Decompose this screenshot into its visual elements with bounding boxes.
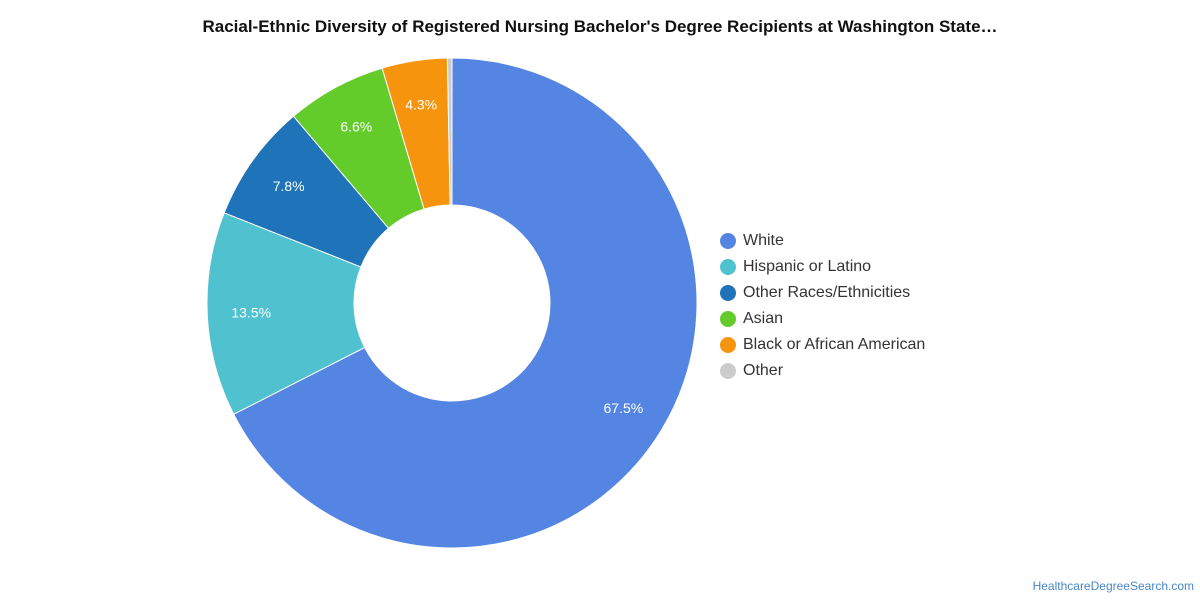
- slice-label-asian: 6.6%: [340, 118, 372, 134]
- legend-label: Other: [743, 362, 784, 379]
- legend-item-hispanic-or-latino[interactable]: Hispanic or Latino: [720, 254, 925, 280]
- legend-label: Black or African American: [743, 336, 926, 353]
- legend-label: Other Races/Ethnicities: [743, 284, 911, 301]
- slice-label-black-or-african-american: 4.3%: [405, 96, 437, 112]
- legend-swatch-icon: [720, 259, 736, 275]
- legend-item-asian[interactable]: Asian: [720, 306, 925, 332]
- slice-label-other-races-ethnicities: 7.8%: [273, 178, 305, 194]
- slice-hispanic-or-latino[interactable]: [206, 212, 366, 415]
- legend-item-white[interactable]: White: [720, 228, 925, 254]
- legend-label: Asian: [743, 310, 784, 327]
- legend-item-black-or-african-american[interactable]: Black or African American: [720, 332, 925, 358]
- legend-swatch-icon: [720, 311, 736, 327]
- legend-swatch-icon: [720, 363, 736, 379]
- slice-label-hispanic-or-latino: 13.5%: [231, 304, 271, 320]
- donut-slices: [206, 57, 698, 549]
- chart-legend: White Hispanic or Latino Other Races/Ethni…: [720, 228, 925, 384]
- donut-slice-labels: 67.5% 13.5% 7.8% 6.6% 4.3%: [231, 96, 643, 416]
- legend-swatch-icon: [720, 337, 736, 353]
- legend-item-other-races-ethnicities[interactable]: Other Races/Ethnicities: [720, 280, 925, 306]
- slice-other[interactable]: [446, 57, 453, 206]
- legend-label: White: [743, 232, 784, 249]
- slice-white[interactable]: [233, 57, 698, 549]
- legend-swatch-icon: [720, 285, 736, 301]
- legend-swatch-icon: [720, 233, 736, 249]
- source-credit-link[interactable]: HealthcareDegreeSearch.com: [1032, 579, 1194, 593]
- legend-item-other[interactable]: Other: [720, 358, 925, 384]
- slice-label-white: 67.5%: [604, 400, 644, 416]
- legend-label: Hispanic or Latino: [743, 258, 872, 275]
- chart-title: Racial-Ethnic Diversity of Registered Nu…: [202, 17, 998, 36]
